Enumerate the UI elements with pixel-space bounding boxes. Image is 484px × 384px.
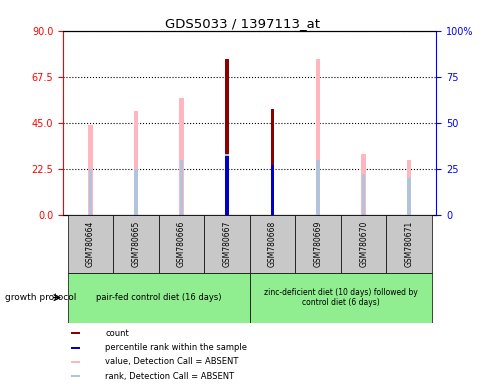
Text: GSM780671: GSM780671 [404, 221, 413, 267]
Text: GSM780666: GSM780666 [177, 221, 185, 267]
Text: count: count [105, 329, 129, 338]
Bar [270, 165, 274, 215]
Text: rank, Detection Call = ABSENT: rank, Detection Call = ABSENT [105, 372, 234, 381]
Bar [67, 273, 249, 323]
Bar [71, 333, 80, 334]
Text: GDS5033 / 1397113_at: GDS5033 / 1397113_at [165, 17, 319, 30]
Bar [179, 98, 183, 215]
Bar [71, 347, 80, 349]
Bar [88, 125, 92, 215]
Bar [316, 160, 319, 215]
Text: zinc-deficient diet (10 days) followed by
control diet (6 days): zinc-deficient diet (10 days) followed b… [263, 288, 417, 307]
Bar [270, 109, 274, 215]
Bar [67, 215, 113, 273]
Bar [204, 215, 249, 273]
Bar [407, 178, 410, 215]
Text: percentile rank within the sample: percentile rank within the sample [105, 343, 247, 352]
Bar [113, 215, 158, 273]
Bar [225, 156, 228, 215]
Bar [406, 160, 410, 215]
Bar [386, 215, 431, 273]
Bar [295, 215, 340, 273]
Bar [134, 111, 138, 215]
Bar [71, 361, 80, 363]
Bar [71, 375, 80, 377]
Bar [340, 215, 386, 273]
Text: GSM780664: GSM780664 [86, 221, 95, 267]
Text: GSM780668: GSM780668 [268, 221, 276, 267]
Bar [225, 60, 228, 215]
Text: growth protocol: growth protocol [5, 293, 76, 302]
Bar [249, 273, 431, 323]
Bar [89, 169, 92, 215]
Bar [179, 160, 183, 215]
Text: value, Detection Call = ABSENT: value, Detection Call = ABSENT [105, 358, 238, 366]
Bar [315, 60, 320, 215]
Text: pair-fed control diet (16 days): pair-fed control diet (16 days) [96, 293, 221, 302]
Bar [361, 174, 365, 215]
Bar [158, 215, 204, 273]
Bar [249, 215, 295, 273]
Bar [225, 154, 228, 215]
Text: GSM780667: GSM780667 [222, 221, 231, 267]
Text: GSM780669: GSM780669 [313, 221, 322, 267]
Bar [361, 154, 365, 215]
Text: GSM780670: GSM780670 [358, 221, 367, 267]
Bar [134, 169, 137, 215]
Text: GSM780665: GSM780665 [131, 221, 140, 267]
